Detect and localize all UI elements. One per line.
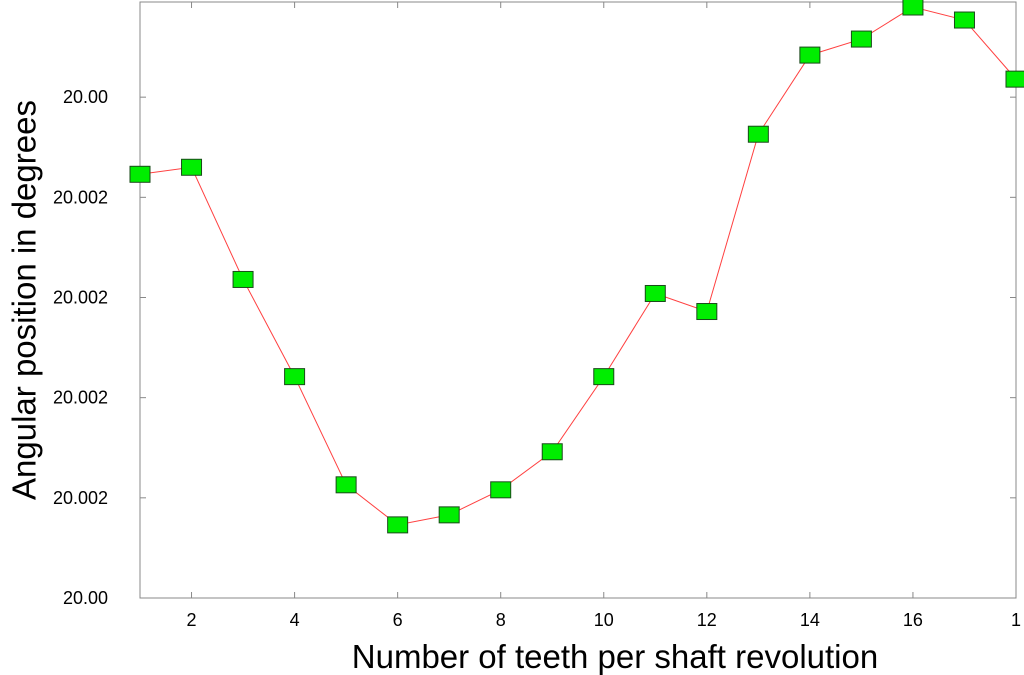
data-point <box>593 368 615 386</box>
data-point <box>747 125 769 143</box>
x-tick-label: 8 <box>496 610 506 630</box>
data-point <box>129 165 151 183</box>
y-tick-label: 20.002 <box>53 388 108 408</box>
data-point <box>644 284 666 302</box>
data-point <box>953 11 975 29</box>
x-tick-label: 14 <box>800 610 820 630</box>
data-point <box>387 516 409 534</box>
data-point <box>181 158 203 176</box>
data-point <box>902 0 924 16</box>
data-point <box>284 368 306 386</box>
data-point <box>696 303 718 321</box>
y-tick-label: 20.002 <box>53 187 108 207</box>
data-point <box>541 443 563 461</box>
x-axis-title: Number of teeth per shaft revolution <box>352 638 878 675</box>
y-axis-title: Angular position in degrees <box>6 100 43 500</box>
data-line <box>139 6 1017 526</box>
data-point <box>438 506 460 524</box>
x-tick-label: 4 <box>290 610 300 630</box>
plot-frame <box>139 1 1017 599</box>
y-tick-label: 20.002 <box>53 488 108 508</box>
y-tick-label: 20.00 <box>63 588 108 608</box>
x-tick-label: 16 <box>903 610 923 630</box>
data-point <box>799 46 821 64</box>
x-tick-label: 6 <box>393 610 403 630</box>
x-tick-label: 12 <box>697 610 717 630</box>
data-point <box>232 270 254 288</box>
x-tick-label: 1 <box>1011 610 1021 630</box>
x-tick-label: 10 <box>594 610 614 630</box>
x-tick-label: 2 <box>187 610 197 630</box>
data-point <box>1005 70 1024 88</box>
data-point <box>850 30 872 48</box>
data-point <box>335 476 357 494</box>
y-tick-label: 20.00 <box>63 87 108 107</box>
data-point <box>490 481 512 499</box>
y-tick-label: 20.002 <box>53 287 108 307</box>
